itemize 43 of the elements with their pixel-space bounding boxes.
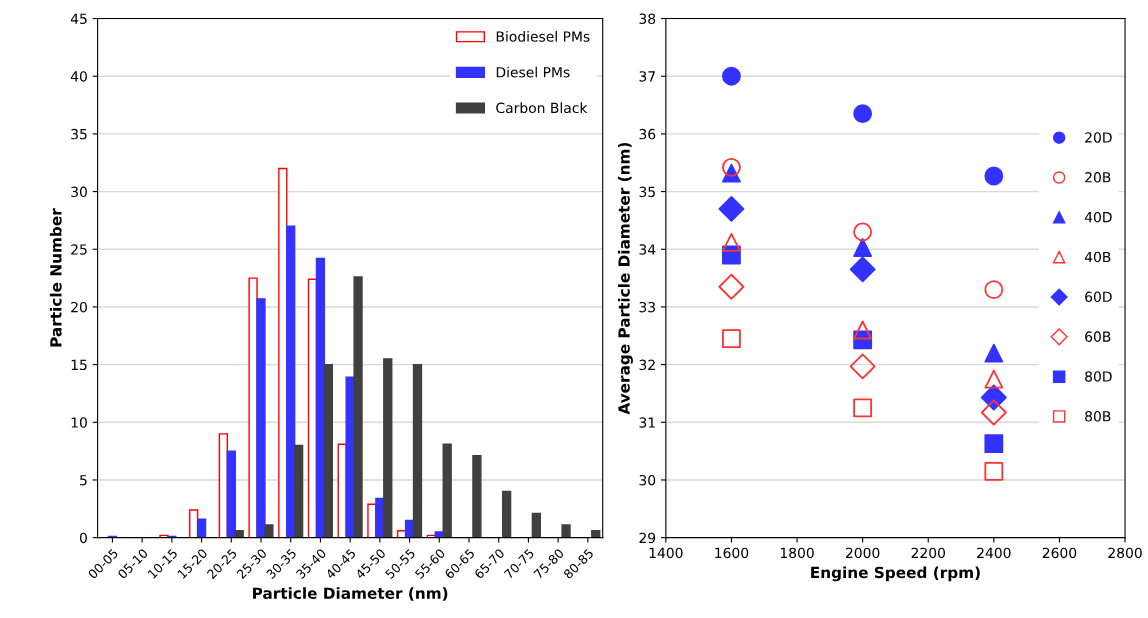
x-tick-label: 1400 [649,547,683,559]
legend-label: Biodiesel PMs [496,31,590,42]
y-tick-label: 29 [639,532,656,544]
x-tick-label: 1800 [780,547,814,559]
y-tick-label: 25 [71,244,87,255]
y-tick-label: 10 [71,417,87,428]
x-tick-label: 2400 [977,547,1011,559]
x-tick-label: 2200 [911,547,945,559]
y-tick-label: 45 [70,13,87,25]
legend-label: Carbon Black [496,102,588,114]
y-axis-title: Average Particle Diameter (nm) [617,142,633,415]
y-tick-label: 32 [639,359,655,371]
y-tick-label: 0 [79,532,87,544]
x-tick-label: 2600 [1042,547,1077,559]
y-tick-label: 20 [71,301,87,313]
x-tick-label: 2800 [1108,547,1142,559]
y-tick-label: 30 [639,474,656,486]
legend-label: 20D [1085,132,1112,143]
y-tick-label: 31 [639,417,655,428]
legend-label: 60D [1085,291,1112,303]
legend-label: 80B [1085,411,1111,422]
x-axis-title: Engine Speed (rpm) [811,566,980,582]
y-tick-label: 37 [639,71,655,82]
y-tick-label: 38 [639,13,656,25]
x-tick-label: 1600 [715,547,749,559]
y-tick-label: 15 [71,359,87,371]
y-axis-title: Particle Number [49,208,62,347]
legend-label: Diesel PMs [496,66,570,78]
y-tick-label: 36 [639,128,656,140]
legend-label: 60B [1085,331,1111,342]
legend-label: 80D [1085,371,1112,382]
legend-label: 20B [1085,172,1111,183]
legend-label: 40B [1084,251,1111,263]
y-tick-label: 5 [80,475,87,486]
y-tick-label: 30 [71,186,87,198]
x-tick-label: 2000 [845,547,880,559]
y-tick-label: 35 [71,128,87,140]
legend-label: 40D [1084,211,1112,223]
y-tick-label: 40 [70,71,87,82]
y-tick-label: 35 [639,186,655,198]
x-axis-title: Particle Diameter (nm) [253,587,448,601]
y-tick-label: 33 [639,301,655,313]
y-tick-label: 34 [639,244,656,255]
